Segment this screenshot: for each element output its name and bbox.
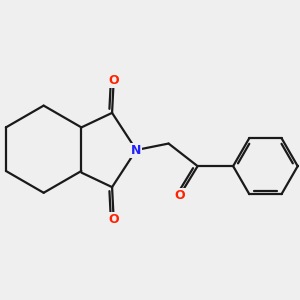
Text: N: N <box>131 143 142 157</box>
Text: O: O <box>108 213 119 226</box>
Text: O: O <box>108 74 119 87</box>
Text: O: O <box>175 189 185 202</box>
